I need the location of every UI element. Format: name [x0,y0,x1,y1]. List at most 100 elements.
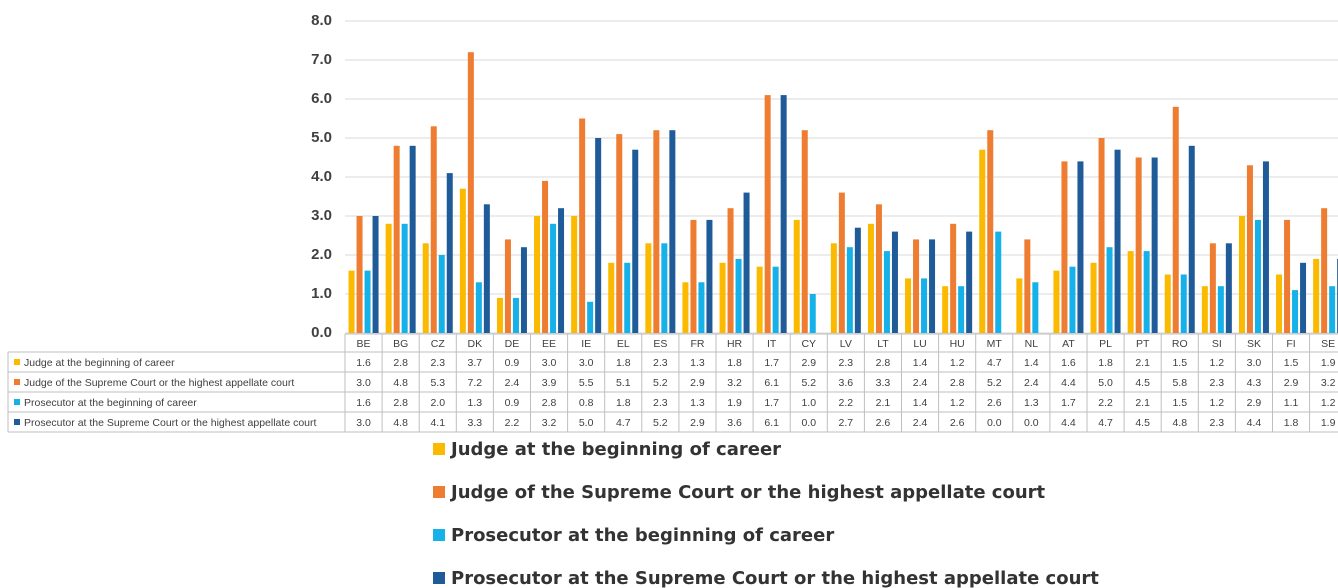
table-value: 3.2 [727,377,742,389]
legend-swatch [14,379,20,385]
category-label: PL [1099,338,1112,350]
bar [1225,243,1232,333]
table-value: 4.8 [1172,417,1187,429]
table-value: 4.4 [1061,417,1076,429]
table-value: 3.2 [1321,377,1336,389]
bar [1246,165,1253,333]
table-value: 2.9 [690,377,705,389]
legend-label: Judge at the beginning of career [24,357,175,369]
table-value: 2.1 [876,397,891,409]
table-value: 2.3 [839,357,854,369]
bar [496,297,503,333]
legend-label: Prosecutor at the Supreme Court or the h… [24,417,316,429]
bar [1135,157,1142,333]
bar [706,219,713,333]
y-tick-label: 4.0 [311,168,332,185]
bar [793,219,800,333]
category-label: RO [1172,338,1188,350]
table-value: 5.1 [616,377,631,389]
table-value: 2.9 [690,417,705,429]
legend-swatch [433,486,445,498]
y-tick-label: 2.0 [311,246,332,263]
bar [409,145,416,333]
bar [520,247,527,333]
bar [1276,274,1283,333]
bar [661,243,668,333]
bar [875,204,882,333]
table-value: 3.7 [468,357,483,369]
table-value: 7.2 [468,377,483,389]
table-value: 1.4 [913,397,928,409]
legend-label: Prosecutor at the Supreme Court or the h… [451,568,1099,588]
bar [1284,219,1291,333]
bar [995,231,1002,333]
table-value: 2.3 [1210,417,1225,429]
bar [1151,157,1158,333]
table-value: 4.4 [1061,377,1076,389]
table-value: 4.7 [987,357,1002,369]
category-label: IT [767,338,777,350]
bar [571,216,578,333]
bar [1313,258,1320,333]
table-value: 2.9 [801,357,816,369]
y-tick-label: 8.0 [311,12,332,29]
bar [669,130,676,333]
bar [542,180,549,333]
table-value: 2.8 [950,377,965,389]
table-value: 5.2 [987,377,1002,389]
table-value: 2.8 [876,357,891,369]
table-value: 2.8 [542,397,557,409]
legend-label: Judge at the beginning of career [449,439,781,460]
table-value: 2.9 [1284,377,1299,389]
bar [735,258,742,333]
table-value: 0.8 [579,397,594,409]
table-value: 1.8 [1098,357,1113,369]
bar [512,297,519,333]
category-label: LT [877,338,889,350]
table-value: 2.0 [430,397,445,409]
bar [772,266,779,333]
bar [504,239,511,333]
bar [616,134,623,333]
bar [1069,266,1076,333]
category-label: CZ [431,338,446,350]
legend-label: Judge of the Supreme Court or the highes… [24,377,294,389]
table-value: 1.2 [1210,357,1225,369]
category-label: CY [801,338,816,350]
table-value: 3.6 [839,377,854,389]
bar [987,130,994,333]
table-value: 0.9 [505,357,520,369]
bar [550,223,557,333]
bar [838,192,845,333]
table-value: 0.9 [505,397,520,409]
legend-swatch [433,572,445,584]
bar [430,126,437,333]
table-value: 5.3 [430,377,445,389]
bar [780,95,787,333]
category-label: EL [617,338,630,350]
table-value: 5.5 [579,377,594,389]
table-value: 2.1 [1135,397,1150,409]
bar [719,262,726,333]
table-value: 1.5 [1172,357,1187,369]
table-value: 3.0 [1247,357,1262,369]
bar [966,231,973,333]
table-value: 1.6 [356,357,371,369]
bar [950,223,957,333]
bar [1329,286,1336,333]
table-value: 1.6 [356,397,371,409]
table-value: 4.4 [1247,417,1262,429]
bar [364,270,371,333]
y-tick-label: 0.0 [311,324,332,341]
table-value: 2.2 [505,417,520,429]
bar [1262,161,1269,333]
table-value: 1.9 [727,397,742,409]
table-value: 1.6 [1061,357,1076,369]
table-value: 2.8 [393,397,408,409]
bar [1061,161,1068,333]
table-value: 1.2 [950,357,965,369]
bar [587,301,594,333]
bar [1098,138,1105,333]
bar [1016,278,1023,333]
